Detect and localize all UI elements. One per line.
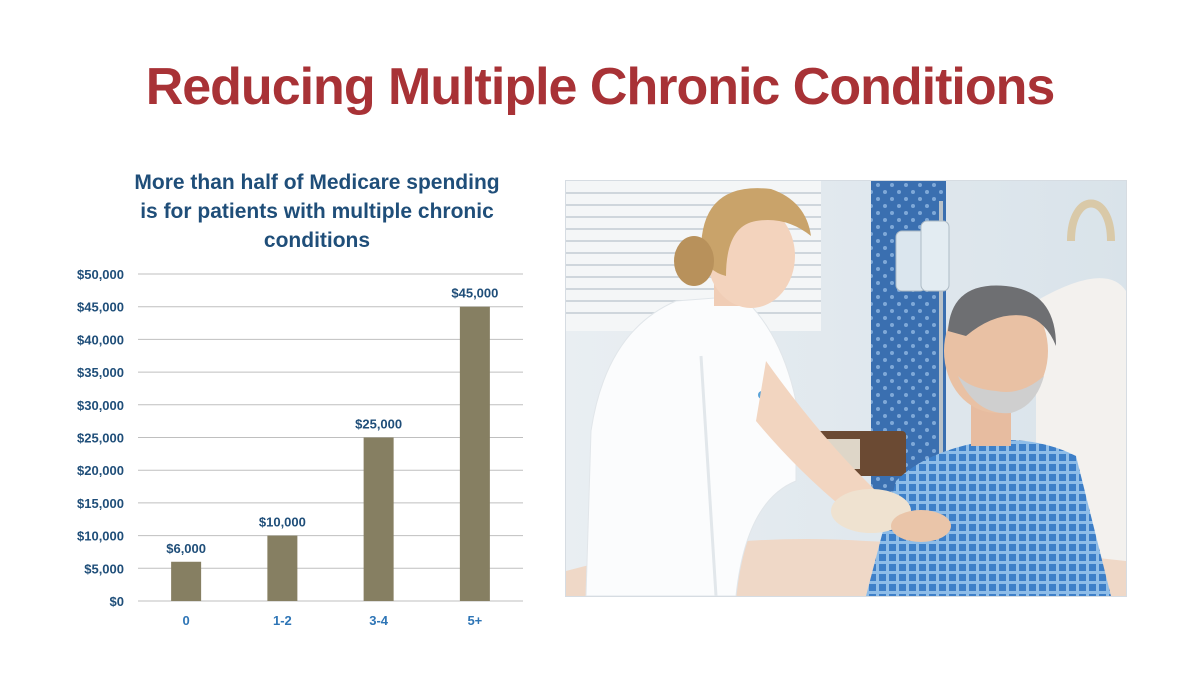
- y-tick-label: $10,000: [77, 529, 124, 544]
- y-tick-label: $40,000: [77, 332, 124, 347]
- y-tick-label: $50,000: [77, 267, 124, 282]
- data-label: $6,000: [166, 541, 206, 556]
- y-tick-label: $35,000: [77, 365, 124, 380]
- x-tick-label: 0: [183, 613, 190, 628]
- gridlines: [138, 273, 523, 602]
- y-tick-label: $25,000: [77, 431, 124, 446]
- y-axis-ticks: $0 $5,000 $10,000 $15,000 $20,000 $25,000 $30,…: [77, 267, 124, 609]
- y-tick-label: $15,000: [77, 496, 124, 511]
- bar-3-4: [363, 437, 394, 601]
- bar-5+: [459, 306, 490, 601]
- x-axis-ticks: 0 1-2 3-4 5+: [183, 613, 483, 628]
- nurse-patient-photo: [565, 180, 1127, 597]
- chart-title: More than half of Medicare spending is f…: [134, 171, 500, 252]
- x-tick-label: 1-2: [273, 613, 292, 628]
- y-tick-label: $30,000: [77, 398, 124, 413]
- bar-1-2: [267, 535, 298, 601]
- y-tick-label: $45,000: [77, 300, 124, 315]
- bars: [171, 306, 490, 601]
- slide-title: Reducing Multiple Chronic Conditions: [145, 58, 1056, 116]
- data-label: $45,000: [451, 286, 498, 301]
- bar-chart: $0 $5,000 $10,000 $15,000 $20,000 $25,000 $30,…: [77, 267, 523, 628]
- bar-0: [171, 561, 202, 601]
- x-tick-label: 5+: [467, 613, 482, 628]
- y-tick-label: $5,000: [84, 561, 124, 576]
- y-tick-label: $20,000: [77, 463, 124, 478]
- data-label: $25,000: [355, 417, 402, 432]
- data-labels: $6,000 $10,000 $25,000 $45,000: [166, 286, 498, 556]
- x-tick-label: 3-4: [369, 613, 389, 628]
- data-label: $10,000: [259, 515, 306, 530]
- y-tick-label: $0: [110, 594, 124, 609]
